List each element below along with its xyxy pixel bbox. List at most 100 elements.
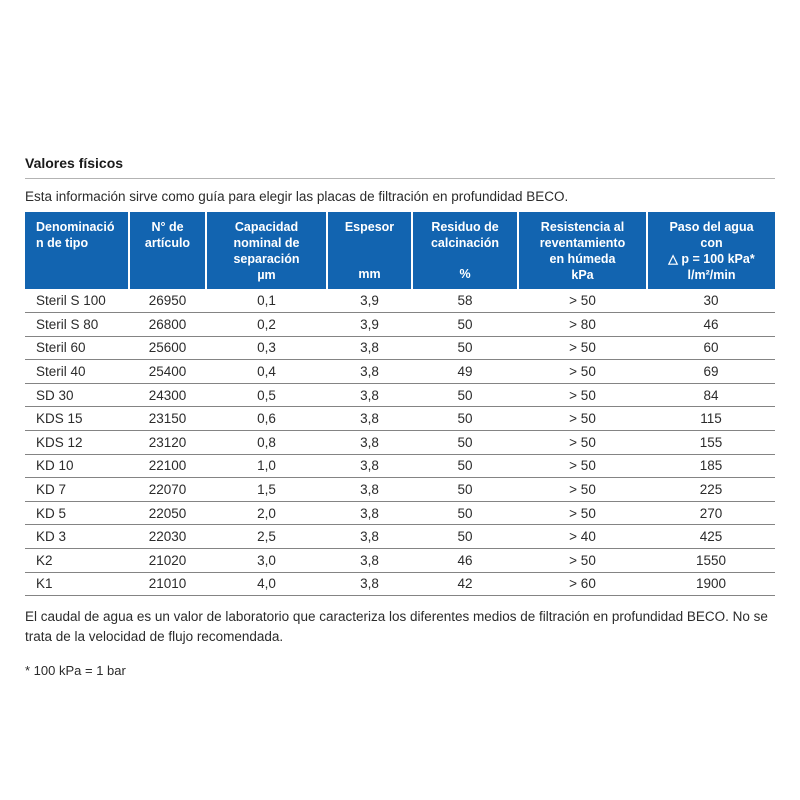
table-row: KDS 12 23120 0,8 3,8 50 > 50 155: [25, 430, 775, 455]
table-cell: 2,5: [206, 524, 327, 550]
col-header-denominacion-de-tipo: Denominació n de tipo: [25, 212, 129, 289]
table-cell: 23120: [129, 430, 206, 455]
table-cell: 3,8: [327, 572, 412, 597]
table-cell: KD 3: [25, 524, 129, 550]
col-header-numero-articulo: N° de artículo: [128, 212, 206, 289]
table-cell: 22030: [129, 524, 206, 550]
table-cell: 155: [647, 430, 775, 455]
table-cell: Steril 60: [25, 336, 129, 361]
table-cell: 58: [412, 289, 518, 314]
document-page: Valores físicos Esta información sirve c…: [25, 155, 775, 679]
table-cell: 50: [412, 430, 518, 455]
table-cell: 1,0: [206, 454, 327, 479]
table-cell: K1: [25, 572, 129, 597]
table-cell: 1,5: [206, 477, 327, 502]
table-cell: > 80: [518, 312, 647, 337]
table-cell: 26950: [129, 289, 206, 314]
col-header-paso-del-agua: Paso del agua con △ p = 100 kPa* l/m²/mi…: [646, 212, 775, 289]
table-cell: 425: [647, 524, 775, 550]
table-cell: 3,8: [327, 454, 412, 479]
table-cell: > 50: [518, 336, 647, 361]
col-header-espesor: Espesor mm: [326, 212, 412, 289]
table-cell: > 50: [518, 289, 647, 314]
table-cell: 3,8: [327, 430, 412, 455]
table-cell: 50: [412, 406, 518, 432]
table-cell: KDS 12: [25, 430, 129, 455]
table-row: Steril S 100 26950 0,1 3,9 58 > 50 30: [25, 289, 775, 314]
table-cell: 49: [412, 359, 518, 384]
table-cell: KD 10: [25, 454, 129, 479]
table-cell: 1550: [647, 548, 775, 573]
footnote-kpa: * 100 kPa = 1 bar: [25, 663, 126, 679]
col-header-title: N° de artículo: [144, 220, 191, 250]
table-cell: 0,3: [206, 336, 327, 361]
table-cell: Steril S 100: [25, 289, 129, 314]
col-header-unit: l/m²/min: [687, 268, 736, 282]
table-cell: > 50: [518, 359, 647, 384]
col-header-unit: [133, 266, 202, 282]
table-header: Denominació n de tipo N° de artículo Cap…: [25, 212, 775, 289]
table-row: KDS 15 23150 0,6 3,8 50 > 50 115: [25, 406, 775, 432]
table-cell: 30: [647, 289, 775, 314]
table-cell: 25600: [129, 336, 206, 361]
table-cell: 185: [647, 454, 775, 479]
col-header-title: Resistencia al reventamiento en húmeda: [539, 220, 626, 266]
col-header-title: Residuo de calcinación: [430, 220, 500, 250]
table-cell: 69: [647, 359, 775, 384]
table-cell: > 50: [518, 430, 647, 455]
table-cell: 3,0: [206, 548, 327, 573]
table-cell: > 50: [518, 406, 647, 432]
title-divider: [25, 178, 775, 179]
table-cell: 3,8: [327, 406, 412, 432]
table-cell: 3,8: [327, 383, 412, 408]
table-cell: > 50: [518, 477, 647, 502]
col-header-title: Espesor: [344, 220, 395, 234]
table-cell: 84: [647, 383, 775, 408]
table-row: Steril 40 25400 0,4 3,8 49 > 50 69: [25, 359, 775, 384]
table-cell: 4,0: [206, 572, 327, 597]
table-cell: 22070: [129, 477, 206, 502]
table-cell: 50: [412, 312, 518, 337]
table-cell: 50: [412, 336, 518, 361]
physical-values-table: Denominació n de tipo N° de artículo Cap…: [25, 212, 775, 597]
table-cell: 0,2: [206, 312, 327, 337]
table-cell: 21020: [129, 548, 206, 573]
table-cell: 0,6: [206, 406, 327, 432]
section-title: Valores físicos: [25, 155, 124, 171]
table-cell: 22050: [129, 501, 206, 526]
table-cell: 46: [647, 312, 775, 337]
col-header-title: Capacidad nominal de separación: [233, 220, 300, 266]
table-cell: 3,8: [327, 336, 412, 361]
table-cell: 42: [412, 572, 518, 597]
table-cell: 46: [412, 548, 518, 573]
col-header-resistencia-reventamiento: Resistencia al reventamiento en húmeda k…: [517, 212, 647, 289]
table-cell: 26800: [129, 312, 206, 337]
table-row: K1 21010 4,0 3,8 42 > 60 1900: [25, 572, 775, 597]
table-cell: 115: [647, 406, 775, 432]
table-cell: 50: [412, 501, 518, 526]
table-cell: 50: [412, 383, 518, 408]
table-cell: 270: [647, 501, 775, 526]
table-cell: Steril S 80: [25, 312, 129, 337]
table-row: KD 3 22030 2,5 3,8 50 > 40 425: [25, 524, 775, 550]
footer-note: El caudal de agua es un valor de laborat…: [25, 609, 768, 644]
table-cell: 3,8: [327, 548, 412, 573]
table-cell: 225: [647, 477, 775, 502]
table-row: Steril S 80 26800 0,2 3,9 50 > 80 46: [25, 312, 775, 337]
table-cell: 0,4: [206, 359, 327, 384]
table-cell: 50: [412, 477, 518, 502]
table-cell: 3,8: [327, 524, 412, 550]
table-cell: 25400: [129, 359, 206, 384]
table-cell: 50: [412, 454, 518, 479]
table-cell: > 50: [518, 454, 647, 479]
col-header-residuo-calcinacion: Residuo de calcinación %: [411, 212, 518, 289]
table-cell: K2: [25, 548, 129, 573]
table-cell: KD 5: [25, 501, 129, 526]
col-header-title: Paso del agua con △ p = 100 kPa*: [668, 220, 755, 266]
table-cell: > 50: [518, 548, 647, 573]
table-cell: 0,1: [206, 289, 327, 314]
table-cell: 3,8: [327, 359, 412, 384]
table-row: K2 21020 3,0 3,8 46 > 50 1550: [25, 548, 775, 573]
table-row: KD 10 22100 1,0 3,8 50 > 50 185: [25, 454, 775, 479]
table-row: KD 5 22050 2,0 3,8 50 > 50 270: [25, 501, 775, 526]
